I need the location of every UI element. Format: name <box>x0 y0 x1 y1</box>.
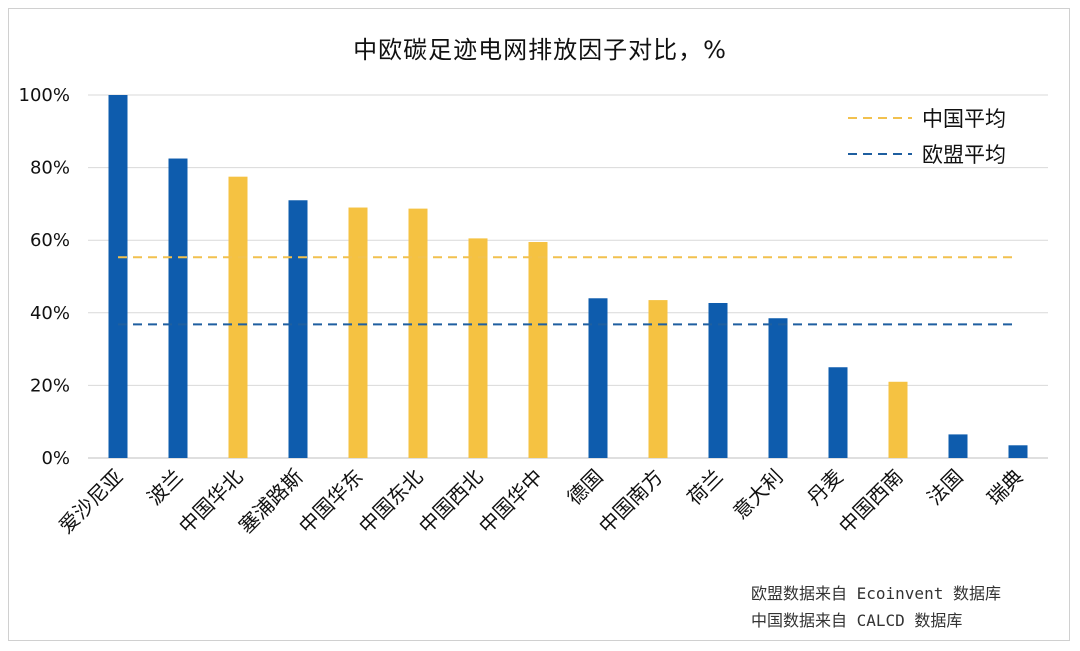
x-tick-label: 法国 <box>922 465 967 510</box>
legend-label: 欧盟平均 <box>922 143 1006 167</box>
y-tick-label: 40% <box>30 303 70 324</box>
y-tick-label: 0% <box>41 448 70 469</box>
bar <box>348 207 368 458</box>
bar <box>108 95 128 458</box>
y-tick-label: 20% <box>30 375 70 396</box>
y-tick-label: 60% <box>30 230 70 251</box>
x-tick-label: 德国 <box>562 465 607 510</box>
x-tick-label: 丹麦 <box>802 465 847 510</box>
x-tick-label: 中国西北 <box>414 465 488 539</box>
x-tick-label: 中国南方 <box>594 465 668 539</box>
bar <box>708 302 728 458</box>
bar <box>288 200 308 458</box>
x-tick-label: 波兰 <box>142 465 187 510</box>
x-tick-label: 爱沙尼亚 <box>54 465 128 539</box>
bar <box>768 318 788 458</box>
chart-title: 中欧碳足迹电网排放因子对比，% <box>353 36 727 64</box>
x-tick-label: 意大利 <box>728 465 787 524</box>
x-tick-label: 中国东北 <box>354 465 428 539</box>
bar <box>408 208 428 458</box>
bar <box>1008 445 1028 458</box>
bar <box>468 238 488 458</box>
y-tick-label: 80% <box>30 158 70 179</box>
legend-label: 中国平均 <box>922 107 1006 131</box>
bar <box>828 367 848 458</box>
x-tick-label: 瑞典 <box>982 465 1027 510</box>
x-tick-label: 中国华中 <box>474 465 548 539</box>
x-tick-label: 塞浦路斯 <box>234 465 308 539</box>
x-tick-label: 中国华东 <box>294 465 368 539</box>
bar <box>888 381 908 458</box>
source-note-eu: 欧盟数据来自 Ecoinvent 数据库 <box>751 584 1001 603</box>
bar <box>948 434 968 458</box>
bar <box>648 300 668 458</box>
y-tick-label: 100% <box>19 85 70 106</box>
bar <box>228 176 248 459</box>
x-tick-label: 中国西南 <box>834 465 908 539</box>
x-tick-label: 荷兰 <box>682 465 727 510</box>
x-tick-label: 中国华北 <box>174 465 248 539</box>
bar <box>528 242 548 458</box>
bar <box>168 158 188 458</box>
source-note-cn: 中国数据来自 CALCD 数据库 <box>751 611 963 630</box>
bar <box>588 298 608 458</box>
